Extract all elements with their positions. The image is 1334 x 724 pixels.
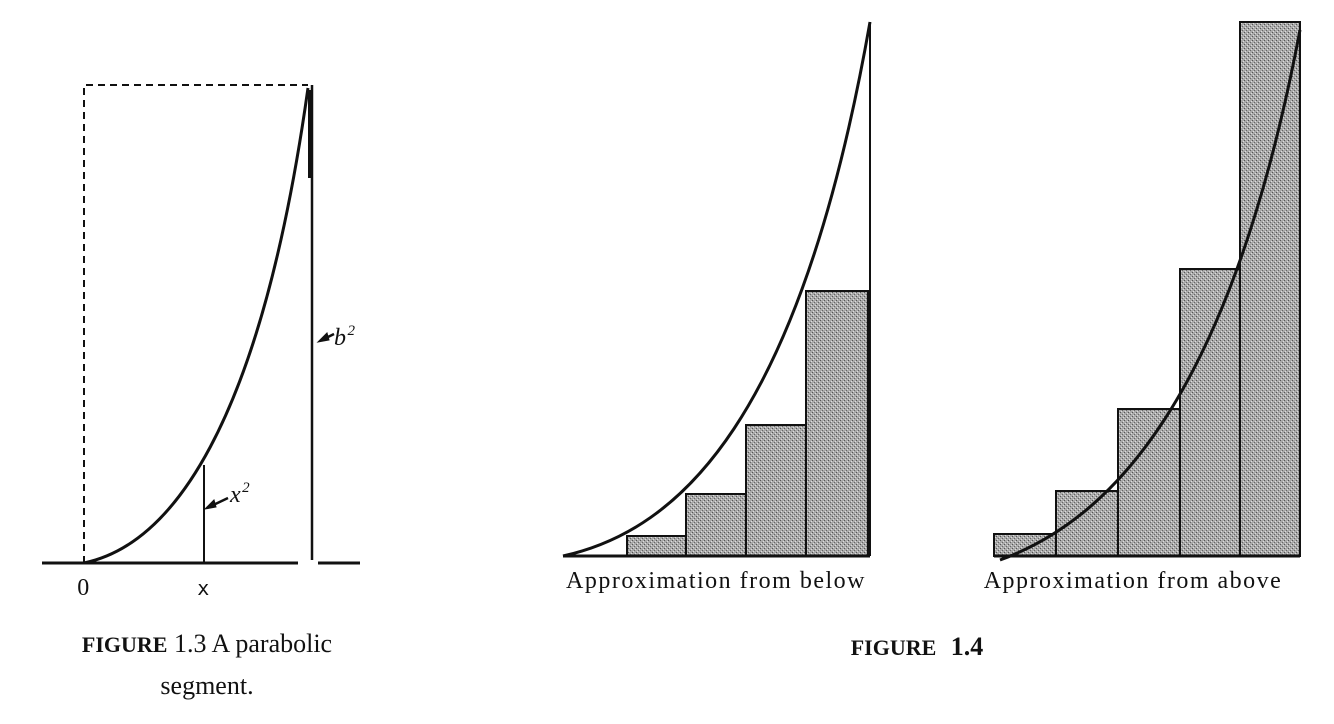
rectangle bbox=[626, 535, 687, 557]
b-squared-label: b2 bbox=[334, 323, 357, 351]
rectangle bbox=[745, 424, 807, 557]
curve bbox=[562, 21, 872, 558]
rectangle bbox=[805, 290, 869, 557]
rectangle bbox=[1239, 21, 1301, 557]
parabola bbox=[83, 87, 310, 565]
x-label: x bbox=[197, 576, 211, 600]
figure-1-3 bbox=[42, 84, 360, 565]
exponent: 2 bbox=[348, 323, 357, 339]
panel-below bbox=[562, 21, 872, 558]
base: b bbox=[334, 325, 348, 351]
origin-label: 0 bbox=[77, 575, 91, 601]
rectangle bbox=[685, 493, 747, 557]
caption-number: 1.3 bbox=[174, 629, 207, 658]
rectangle bbox=[1179, 268, 1241, 557]
panel-caption: Approximation from below bbox=[566, 568, 866, 594]
rectangle bbox=[1117, 408, 1181, 557]
caption-text: A parabolic bbox=[212, 629, 333, 658]
caption-label: FIGURE bbox=[82, 632, 168, 657]
dashed-rectangle bbox=[83, 84, 308, 563]
caption-label: FIGURE bbox=[851, 635, 937, 660]
panel-caption: Approximation from above bbox=[984, 568, 1283, 594]
rectangle bbox=[1055, 490, 1119, 557]
caption-line-2: segment. bbox=[160, 671, 253, 700]
arrow-head bbox=[203, 499, 217, 510]
caption: FIGURE 1.3 A parabolic bbox=[82, 629, 332, 658]
arrow-head bbox=[316, 332, 330, 343]
x-squared-label: x2 bbox=[229, 480, 251, 508]
curve bbox=[999, 29, 1302, 562]
panel-above bbox=[993, 21, 1302, 562]
exponent: 2 bbox=[242, 480, 251, 496]
caption-number: 1.4 bbox=[951, 632, 984, 661]
caption: FIGURE 1.4 bbox=[851, 632, 984, 661]
base: x bbox=[229, 482, 242, 508]
